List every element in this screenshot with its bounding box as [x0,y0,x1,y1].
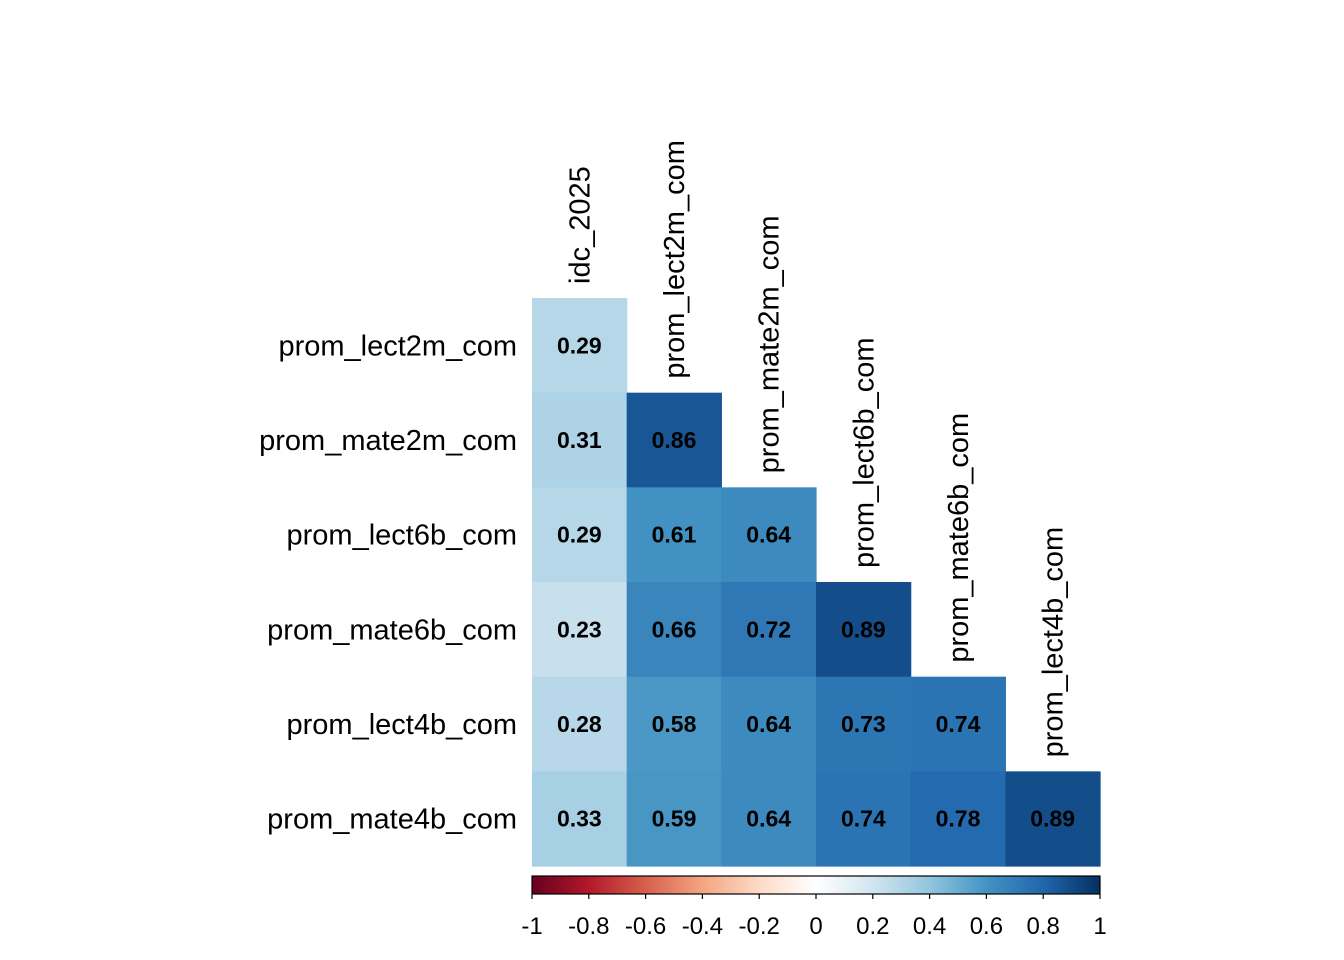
colorbar-tick-label: 0.6 [970,913,1003,940]
heatmap-cell [532,771,628,867]
cell-value-label: 0.78 [936,806,981,832]
cell-value-label: 0.64 [746,522,791,548]
cell-value-label: 0.29 [557,332,602,358]
heatmap-cell [721,582,817,678]
heatmap-cell [721,487,817,583]
cell-value-label: 0.58 [652,711,697,737]
cell-value-label: 0.31 [557,427,602,453]
column-label: prom_mate6b_com [943,413,975,663]
heatmap-cell [532,392,628,488]
cell-value-label: 0.74 [936,711,981,737]
column-label: prom_lect4b_com [1038,527,1070,758]
cell-value-label: 0.61 [652,522,697,548]
column-labels: idc_2025 prom_lect2m_com prom_mate2m_com pr… [564,140,1069,757]
row-label: prom_mate4b_com [267,804,517,836]
colorbar-tick-label: 0.4 [913,913,946,940]
heatmap-cell [910,676,1006,772]
row-labels: prom_lect2m_com prom_mate2m_com prom_lect6… [259,330,517,835]
colorbar-tick-label: 1 [1093,913,1106,940]
cell-value-label: 0.29 [557,522,602,548]
heatmap-cell [532,582,628,678]
cell-value-label: 0.59 [652,806,697,832]
colorbar-legend: -1 -0.8 -0.6 -0.4 -0.2 0 0.2 0.4 0.6 0.8 1 [521,875,1107,940]
column-label: prom_mate2m_com [754,215,786,473]
colorbar-tick-label: 0.2 [856,913,889,940]
cell-value-label: 0.23 [557,616,602,642]
colorbar-tick-label: -0.6 [625,913,666,940]
colorbar-tick-label: -0.8 [568,913,609,940]
column-label: prom_lect6b_com [848,338,880,569]
colorbar-tick-label: 0.8 [1027,913,1060,940]
colorbar-gradient [531,875,1101,895]
heatmap-cell [721,771,817,867]
cell-value-label: 0.74 [841,806,886,832]
row-label: prom_lect6b_com [287,520,518,552]
heatmap-cell [626,392,722,488]
row-label: prom_mate6b_com [267,614,517,646]
cell-value-label: 0.33 [557,806,602,832]
cell-value-label: 0.86 [652,427,697,453]
cell-value-label: 0.89 [841,616,886,642]
cell-value-label: 0.28 [557,711,602,737]
heatmap-cell [721,676,817,772]
heatmap-cell [910,771,1006,867]
cell-value-label: 0.64 [746,806,791,832]
column-label: idc_2025 [564,166,596,284]
heatmap-cell [626,582,722,678]
heatmap-cells: 0.29 0.31 0.86 0.29 0.61 0.64 0.23 0.66 0.72 0.89… [532,298,1101,867]
cell-value-label: 0.72 [746,616,791,642]
cell-value-label: 0.64 [746,711,791,737]
cell-value-label: 0.89 [1030,806,1075,832]
row-label: prom_lect4b_com [287,709,518,741]
heatmap-cell [626,487,722,583]
heatmap-cell [816,771,912,867]
cell-value-label: 0.73 [841,711,886,737]
colorbar-tick-label: 0 [809,913,822,940]
colorbar-tick-label: -0.4 [682,913,723,940]
row-label: prom_mate2m_com [259,425,517,457]
cell-value-label: 0.66 [652,616,697,642]
heatmap-cell [816,676,912,772]
heatmap-cell [626,676,722,772]
row-label: prom_lect2m_com [278,330,517,362]
heatmap-cell [532,676,628,772]
heatmap-cell [532,487,628,583]
heatmap-cell [532,298,628,394]
colorbar-tick-label: -1 [521,913,542,940]
column-label: prom_lect2m_com [659,140,691,379]
colorbar-tick-label: -0.2 [739,913,780,940]
heatmap-cell [816,582,912,678]
heatmap-cell [1005,771,1101,867]
heatmap-cell [626,771,722,867]
